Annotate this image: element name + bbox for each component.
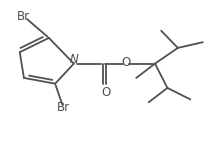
Text: Br: Br bbox=[17, 10, 31, 23]
Text: O: O bbox=[101, 86, 110, 99]
Text: Br: Br bbox=[57, 102, 70, 114]
Text: N: N bbox=[69, 53, 78, 66]
Text: O: O bbox=[122, 56, 131, 69]
